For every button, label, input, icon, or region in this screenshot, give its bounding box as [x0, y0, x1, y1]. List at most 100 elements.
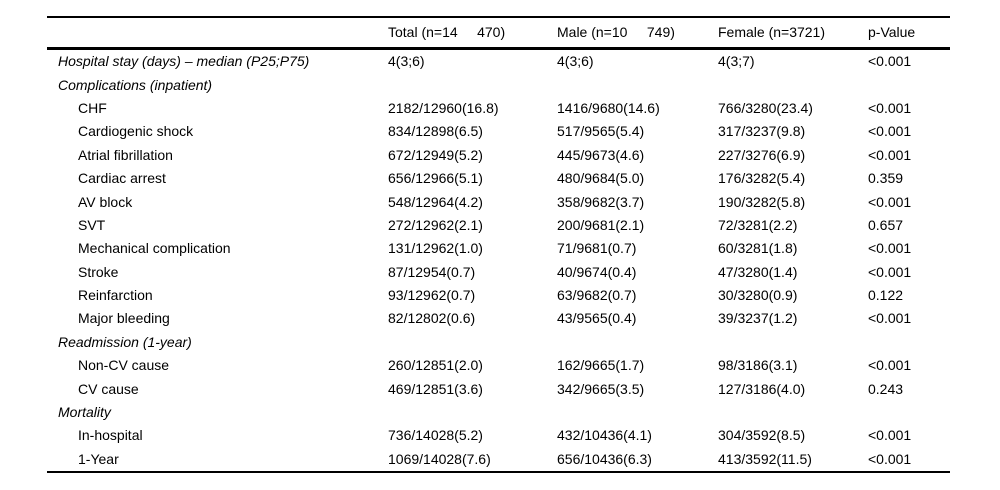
cell-female: 127/3186(4.0) [718, 380, 806, 397]
cell-male [557, 330, 718, 353]
table-row-mechanical-complication: Mechanical complication 131/12962(1.0) 7… [47, 237, 950, 260]
cell-female: 766/3280(23.4) [718, 99, 813, 116]
row-label: Reinfarction [78, 287, 153, 304]
row-label: Cardiac arrest [78, 170, 166, 187]
row-label: CV cause [78, 380, 139, 397]
cell-pvalue: <0.001 [868, 450, 912, 467]
cell-female: 98/3186(3.1) [718, 357, 798, 374]
cell-female: 227/3276(6.9) [718, 146, 806, 163]
cell-male: 200/9681(2.1) [557, 216, 645, 233]
table-row-cardiac-arrest: Cardiac arrest 656/12966(5.1) 480/9684(5… [47, 166, 950, 189]
row-label: AV block [78, 193, 133, 210]
cell-male: 71/9681(0.7) [557, 240, 637, 257]
row-label: Mechanical complication [78, 240, 231, 257]
table-row-in-hospital: In-hospital 736/14028(5.2) 432/10436(4.1… [47, 424, 950, 447]
cell-pvalue: <0.001 [868, 357, 912, 374]
cell-female: 60/3281(1.8) [718, 240, 798, 257]
row-label: In-hospital [78, 427, 143, 444]
section-label: Complications (inpatient) [58, 76, 213, 93]
cell-male: 517/9565(5.4) [557, 123, 645, 140]
header-row: Total (n=14 470) Male (n=10 749) Female … [47, 17, 950, 48]
cell-female: 30/3280(0.9) [718, 287, 798, 304]
cell-female: 413/3592(11.5) [718, 450, 812, 467]
cell-female: 39/3237(1.2) [718, 310, 798, 327]
row-label: SVT [78, 216, 106, 233]
cell-total: 1069/14028(7.6) [388, 450, 491, 467]
cell-pvalue: <0.001 [868, 263, 912, 280]
table-row-av-block: AV block 548/12964(4.2) 358/9682(3.7) 19… [47, 190, 950, 213]
cell-pvalue: <0.001 [868, 123, 912, 140]
cell-total: 656/12966(5.1) [388, 170, 483, 187]
row-label: Atrial fibrillation [78, 146, 173, 163]
cell-male: 43/9565(0.4) [557, 310, 637, 327]
cell-total: 672/12949(5.2) [388, 146, 483, 163]
table-row-major-bleeding: Major bleeding 82/12802(0.6) 43/9565(0.4… [47, 307, 950, 330]
cell-pvalue: 0.657 [868, 216, 904, 233]
cell-female: 304/3592(8.5) [718, 427, 806, 444]
cell-male: 358/9682(3.7) [557, 193, 645, 210]
table-row-cardiogenic-shock: Cardiogenic shock 834/12898(6.5) 517/956… [47, 120, 950, 143]
section-label: Mortality [58, 404, 111, 421]
cell-male [557, 400, 718, 423]
cell-total: 834/12898(6.5) [388, 123, 483, 140]
cell-pvalue: <0.001 [868, 427, 912, 444]
cell-female: 47/3280(1.4) [718, 263, 798, 280]
cell-total [388, 400, 557, 423]
row-label: 1-Year [78, 450, 119, 467]
table-row-svt: SVT 272/12962(2.1) 200/9681(2.1) 72/3281… [47, 213, 950, 236]
table-row-cv-cause: CV cause 469/12851(3.6) 342/9665(3.5) 12… [47, 377, 950, 400]
cell-female [718, 400, 868, 423]
column-header-male: Male (n=10 749) [557, 24, 675, 41]
cell-total: 548/12964(4.2) [388, 193, 483, 210]
cell-male: 63/9682(0.7) [557, 287, 637, 304]
cell-total: 4(3;6) [388, 53, 425, 70]
cell-total: 2182/12960(16.8) [388, 99, 499, 116]
cell-pvalue: <0.001 [868, 310, 912, 327]
cell-pvalue: 0.122 [868, 287, 904, 304]
cell-total: 736/14028(5.2) [388, 427, 483, 444]
cell-total [388, 330, 557, 353]
cell-total: 469/12851(3.6) [388, 380, 483, 397]
cell-total: 93/12962(0.7) [388, 287, 476, 304]
table-row-reinfarction: Reinfarction 93/12962(0.7) 63/9682(0.7) … [47, 283, 950, 306]
cell-male [557, 73, 718, 96]
section-row-mortality: Mortality [47, 400, 950, 423]
cell-female: 72/3281(2.2) [718, 216, 798, 233]
table-row-stroke: Stroke 87/12954(0.7) 40/9674(0.4) 47/328… [47, 260, 950, 283]
cell-pvalue [868, 73, 950, 96]
cell-pvalue: <0.001 [868, 240, 912, 257]
cell-female [718, 73, 868, 96]
column-header-female: Female (n=3721) [718, 24, 826, 41]
cell-male: 432/10436(4.1) [557, 427, 652, 444]
row-label: Hospital stay (days) – median (P25;P75) [58, 53, 310, 70]
cell-female: 317/3237(9.8) [718, 123, 806, 140]
cell-pvalue: <0.001 [868, 99, 912, 116]
column-header-empty [47, 17, 388, 48]
cell-pvalue: <0.001 [868, 146, 912, 163]
cell-female: 190/3282(5.8) [718, 193, 806, 210]
row-label: CHF [78, 99, 107, 116]
cell-male: 342/9665(3.5) [557, 380, 645, 397]
cell-male: 480/9684(5.0) [557, 170, 645, 187]
row-label: Cardiogenic shock [78, 123, 194, 140]
cell-female: 176/3282(5.4) [718, 170, 806, 187]
cell-pvalue: <0.001 [868, 53, 912, 70]
cell-total: 131/12962(1.0) [388, 240, 483, 257]
table-row-non-cv-cause: Non-CV cause 260/12851(2.0) 162/9665(1.7… [47, 354, 950, 377]
cell-male: 162/9665(1.7) [557, 357, 645, 374]
cell-male: 4(3;6) [557, 53, 594, 70]
cell-total: 260/12851(2.0) [388, 357, 483, 374]
table-row-atrial-fibrillation: Atrial fibrillation 672/12949(5.2) 445/9… [47, 143, 950, 166]
cell-female [718, 330, 868, 353]
cell-male: 40/9674(0.4) [557, 263, 637, 280]
row-label: Major bleeding [78, 310, 170, 327]
cell-female: 4(3;7) [718, 53, 755, 70]
cell-total: 87/12954(0.7) [388, 263, 476, 280]
table-row-chf: CHF 2182/12960(16.8) 1416/9680(14.6) 766… [47, 96, 950, 119]
clinical-outcomes-table: Total (n=14 470) Male (n=10 749) Female … [47, 16, 950, 473]
section-row-complications: Complications (inpatient) [47, 73, 950, 96]
cell-pvalue: <0.001 [868, 193, 912, 210]
cell-male: 445/9673(4.6) [557, 146, 645, 163]
row-label: Stroke [78, 263, 119, 280]
